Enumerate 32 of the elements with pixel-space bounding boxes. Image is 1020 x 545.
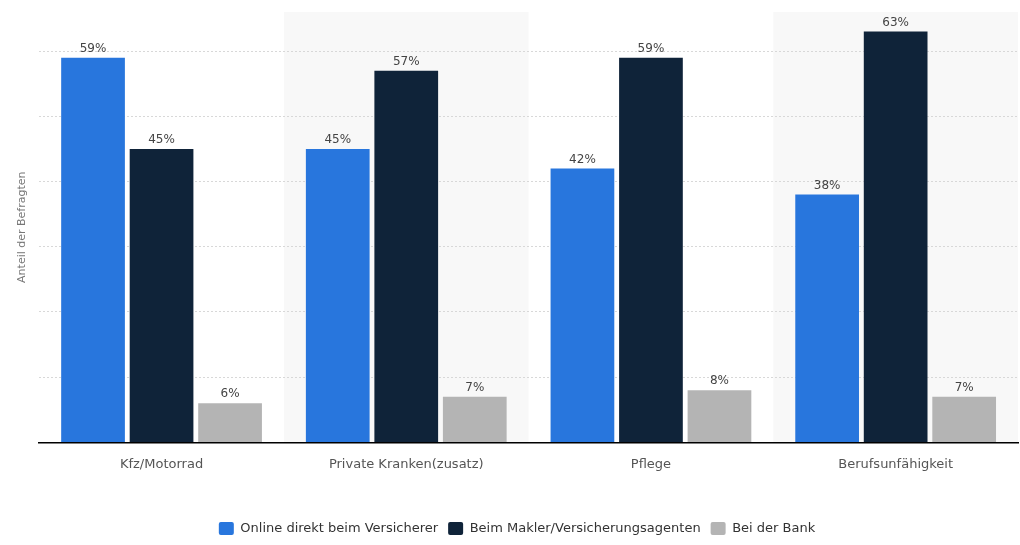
legend-label: Bei der Bank	[732, 519, 816, 535]
data-label: 57%	[392, 53, 420, 68]
data-label: 59%	[79, 40, 107, 55]
data-label: 63%	[882, 14, 909, 29]
y-axis-title: Anteil der Befragten	[15, 171, 29, 283]
data-label: 8%	[709, 373, 729, 388]
bar	[129, 148, 194, 442]
legend-label: Online direkt beim Versicherer	[240, 519, 439, 535]
bar	[550, 168, 615, 442]
legend-label: Beim Makler/Versicherungsagenten	[469, 519, 701, 535]
x-tick-label: Kfz/Motorrad	[119, 455, 204, 471]
bar	[442, 396, 507, 442]
data-label: 45%	[148, 132, 175, 147]
data-label: 42%	[569, 151, 596, 166]
data-label: 38%	[813, 177, 841, 192]
bar	[619, 57, 683, 442]
bar	[932, 396, 997, 442]
data-label: 6%	[220, 386, 240, 401]
bar	[61, 57, 125, 442]
x-tick-label: Private Kranken(zusatz)	[328, 455, 484, 471]
bar	[863, 31, 928, 442]
bar	[305, 148, 370, 442]
data-label: 59%	[637, 40, 665, 55]
bar	[374, 70, 439, 442]
data-label: 45%	[324, 132, 352, 147]
bar	[795, 194, 859, 442]
data-label: 7%	[954, 379, 974, 394]
data-label: 7%	[465, 379, 485, 394]
bar	[198, 403, 262, 442]
x-tick-label: Berufsunfähigkeit	[838, 455, 954, 471]
bar	[687, 390, 752, 442]
x-tick-label: Pflege	[630, 455, 672, 471]
